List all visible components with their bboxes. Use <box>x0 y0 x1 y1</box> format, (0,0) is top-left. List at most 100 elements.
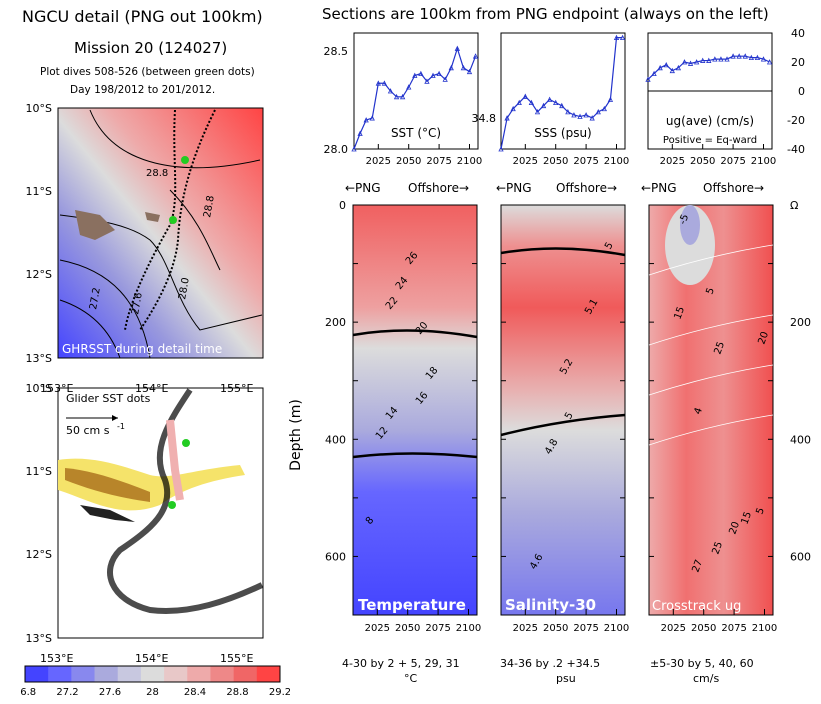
line-plot-frame <box>353 32 479 150</box>
depth-sections: Temperature Salinity-30 Crosstrack ug De… <box>288 199 811 634</box>
contour-label: 5 <box>563 410 576 421</box>
svg-text:13°S: 13°S <box>26 632 52 645</box>
data-point <box>460 64 467 71</box>
x-tick-label: 2050 <box>396 156 421 167</box>
data-point <box>718 56 724 62</box>
section-header-png: ←PNG <box>345 181 381 195</box>
contour-label: 8 <box>364 515 377 527</box>
data-point <box>510 105 516 112</box>
svg-text:28.0: 28.0 <box>177 277 192 301</box>
depth-tick-label: 600 <box>325 550 346 563</box>
x-tick-label: 2025 <box>513 623 538 634</box>
data-point <box>363 117 369 123</box>
x-tick-label: 2075 <box>425 623 450 634</box>
depth-tick-label: 200 <box>790 316 811 329</box>
data-point <box>583 112 589 118</box>
colorbar-frame <box>24 665 281 683</box>
isopycnal-line <box>648 244 774 276</box>
svg-text:154°E: 154°E <box>135 382 168 395</box>
lon-label: 153°E <box>40 652 74 665</box>
y-tick-label: 40 <box>791 27 805 40</box>
depth-tick-label: 600 <box>790 550 811 563</box>
temp-footer: 4-30 by 2 + 5, 29, 31 <box>342 657 460 670</box>
contour-label: 5 <box>754 506 767 516</box>
contour-label: -5 <box>677 213 691 226</box>
colorbar-swatch <box>140 666 165 682</box>
svg-text:Depth (m): Depth (m) <box>288 399 304 471</box>
temp-units: °C <box>404 672 418 685</box>
mission-label: Mission 20 (124027) <box>74 39 228 57</box>
svg-text:27.6: 27.6 <box>130 292 145 316</box>
y-tick-label: 20 <box>791 56 805 69</box>
svg-text:28.8: 28.8 <box>202 195 217 219</box>
svg-text:Salinity-30: Salinity-30 <box>505 596 596 614</box>
data-point <box>675 64 682 71</box>
data-point <box>681 59 688 65</box>
data-point <box>754 54 761 61</box>
sal-footer: 34-36 by .2 +34.5 <box>500 657 601 670</box>
data-point <box>442 76 448 82</box>
contour-label: 25 <box>710 540 725 556</box>
data-point <box>504 115 510 121</box>
data-point <box>540 102 547 109</box>
ug-units: cm/s <box>693 672 720 685</box>
data-point <box>393 93 400 100</box>
data-point <box>607 96 614 102</box>
svg-text:13°S: 13°S <box>26 352 52 365</box>
x-tick-label: 2100 <box>456 623 481 634</box>
colorbar-tick: 29.2 <box>269 687 290 698</box>
data-point <box>663 62 669 68</box>
section-header-png: ←PNG <box>641 181 677 195</box>
data-point <box>516 99 522 105</box>
data-point <box>730 53 736 59</box>
x-tick-label: 2100 <box>751 156 776 167</box>
svg-text:12°S: 12°S <box>26 548 52 561</box>
data-point <box>645 76 651 82</box>
colorbar-swatch <box>233 666 258 682</box>
data-point <box>375 80 381 86</box>
x-tick-label: 2025 <box>660 156 685 167</box>
data-point <box>454 45 460 51</box>
plot-subtitle: Positive = Eq-ward <box>663 135 757 146</box>
data-point <box>651 70 657 76</box>
svg-text:11°S: 11°S <box>26 185 52 198</box>
x-tick-label: 2075 <box>721 623 746 634</box>
colorbar-tick: 26.8 <box>20 687 36 698</box>
x-tick-label: 2050 <box>691 623 716 634</box>
x-tick-label: 2025 <box>661 623 686 634</box>
data-point <box>706 57 712 63</box>
svg-text:153°E: 153°E <box>40 382 73 395</box>
x-tick-label: 2075 <box>573 156 598 167</box>
section-header-offshore: Offshore→ <box>408 181 470 195</box>
data-point <box>381 80 388 86</box>
depth-tick-label: 400 <box>790 433 811 446</box>
data-point <box>748 54 754 61</box>
contour-label: 15 <box>672 305 687 321</box>
data-point <box>448 64 454 71</box>
colorbar-swatch <box>117 666 142 682</box>
colorbar-tick: 28 <box>146 687 159 698</box>
data-point <box>687 60 694 66</box>
data-point <box>595 108 601 115</box>
data-point <box>436 70 442 76</box>
x-tick-label: 2075 <box>573 623 598 634</box>
right-title: Sections are 100km from PNG endpoint (al… <box>322 5 769 23</box>
depth-tick-label: 400 <box>325 433 346 446</box>
data-point <box>498 146 504 152</box>
data-point <box>430 72 436 78</box>
data-point <box>571 112 577 118</box>
line-plot-frame <box>500 32 626 150</box>
x-tick-label: 2100 <box>604 623 629 634</box>
contour-label: 4 <box>692 406 705 416</box>
contour-label: 20 <box>756 330 771 346</box>
surface-line-plots: 2025 2050 2075 2100 SST (°C) 2025 2050 2075 2100… <box>324 27 806 167</box>
colorbar-swatch <box>25 666 49 682</box>
contour-label: 28.8 <box>146 168 168 179</box>
series-line <box>353 46 477 150</box>
data-point <box>418 70 424 76</box>
depth-tick-label: 0 <box>339 199 346 212</box>
svg-text:27.2: 27.2 <box>88 287 103 311</box>
contour-label: 20 <box>727 520 742 536</box>
data-point <box>528 99 535 105</box>
x-tick-label: 2025 <box>365 623 390 634</box>
